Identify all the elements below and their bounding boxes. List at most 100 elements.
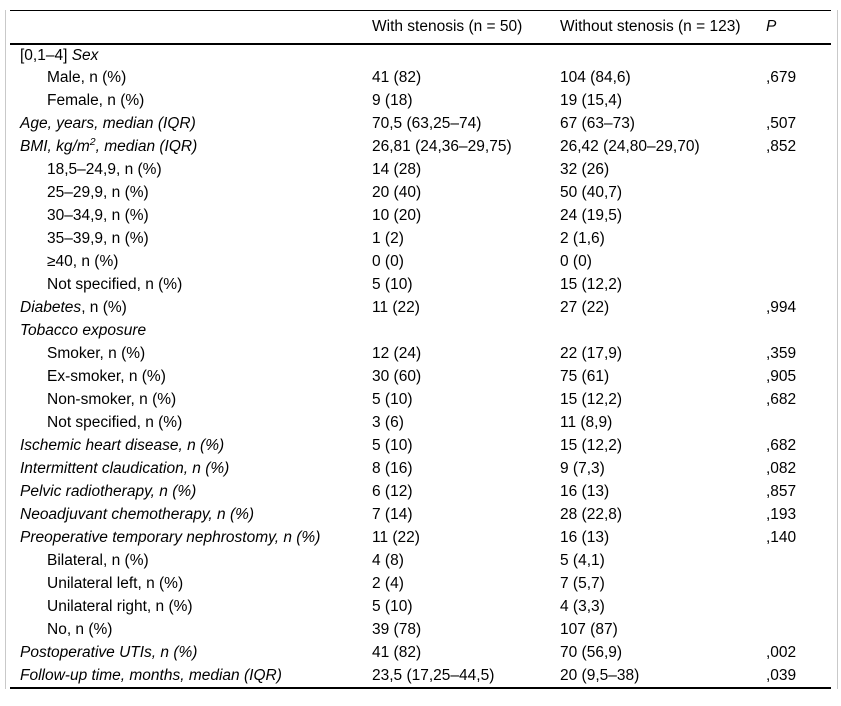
without-stenosis-value: 50 (40,7) <box>560 184 623 201</box>
row-label: BMI, kg/m2, median (IQR) <box>10 136 372 159</box>
table-row: Age, years, median (IQR) 70,5 (63,25–74) 6… <box>10 113 831 136</box>
p-value: ,039 <box>766 666 797 684</box>
row-label: 18,5–24,9, n (%) <box>10 159 372 182</box>
row-label-part: Not specified, n (%) <box>47 414 183 431</box>
row-label: 35–39,9, n (%) <box>10 228 372 251</box>
p-value <box>766 550 831 573</box>
table-row: 35–39,9, n (%) 1 (2) 2 (1,6) <box>10 228 831 251</box>
with-stenosis-value: 9 (18) <box>372 92 413 109</box>
table-row: Unilateral right, n (%) 5 (10) 4 (3,3) <box>10 596 831 619</box>
column-header-without-stenosis: Without stenosis (n = 123) <box>560 17 741 35</box>
row-label: Ischemic heart disease, n (%) <box>10 435 372 458</box>
row-label-part: , median (IQR) <box>95 138 198 155</box>
table-row: Unilateral left, n (%) 2 (4) 7 (5,7) <box>10 573 831 596</box>
with-stenosis-value: 14 (28) <box>372 161 422 178</box>
without-stenosis-value: 16 (13) <box>560 483 610 500</box>
row-label-part: 2 <box>89 135 96 148</box>
with-stenosis-value: 5 (10) <box>372 276 413 293</box>
row-label-part: Male, n (%) <box>47 69 127 86</box>
table-row: Male, n (%) 41 (82) 104 (84,6) ,679 <box>10 67 831 90</box>
row-label: Male, n (%) <box>10 67 372 90</box>
p-value: ,359 <box>766 345 797 362</box>
with-stenosis-value: 23,5 (17,25–44,5) <box>372 666 495 684</box>
row-label: Neoadjuvant chemotherapy, n (%) <box>10 504 372 527</box>
row-label-part: ≥40, n (%) <box>47 253 119 270</box>
p-value <box>766 90 831 113</box>
table-row: Preoperative temporary nephrostomy, n (%… <box>10 527 831 550</box>
table-row: Follow-up time, months, median (IQR) 23,5… <box>10 665 831 688</box>
table-row: 25–29,9, n (%) 20 (40) 50 (40,7) <box>10 182 831 205</box>
row-label-part: , n (%) <box>81 299 127 316</box>
p-value: ,857 <box>766 483 797 500</box>
p-value: ,852 <box>766 138 797 155</box>
row-label: [0,1–4] Sex <box>10 44 372 67</box>
p-value <box>766 320 831 343</box>
with-stenosis-value: 7 (14) <box>372 506 413 523</box>
row-label: ≥40, n (%) <box>10 251 372 274</box>
row-label: Bilateral, n (%) <box>10 550 372 573</box>
without-stenosis-value: 22 (17,9) <box>560 345 623 362</box>
row-label-part: 18,5–24,9, n (%) <box>47 161 162 178</box>
with-stenosis-value: 5 (10) <box>372 391 413 408</box>
without-stenosis-value <box>560 320 766 343</box>
p-value <box>766 228 831 251</box>
row-label: Unilateral right, n (%) <box>10 596 372 619</box>
table-row: Smoker, n (%) 12 (24) 22 (17,9) ,359 <box>10 343 831 366</box>
p-value: ,994 <box>766 299 797 316</box>
without-stenosis-value: 19 (15,4) <box>560 92 623 109</box>
with-stenosis-value: 26,81 (24,36–29,75) <box>372 138 512 155</box>
without-stenosis-value: 32 (26) <box>560 161 610 178</box>
table-outer-box: With stenosis (n = 50) Without stenosis … <box>5 10 838 689</box>
p-value: ,193 <box>766 506 797 523</box>
row-label: 25–29,9, n (%) <box>10 182 372 205</box>
with-stenosis-value: 30 (60) <box>372 368 422 385</box>
without-stenosis-value: 24 (19,5) <box>560 207 623 224</box>
without-stenosis-value: 28 (22,8) <box>560 506 623 523</box>
row-label: Age, years, median (IQR) <box>10 113 372 136</box>
without-stenosis-value: 75 (61) <box>560 368 610 385</box>
row-label-part: Ex-smoker, n (%) <box>47 368 166 385</box>
with-stenosis-value: 5 (10) <box>372 598 413 615</box>
p-value <box>766 573 831 596</box>
with-stenosis-value <box>372 44 560 67</box>
with-stenosis-value: 41 (82) <box>372 644 422 661</box>
without-stenosis-value: 15 (12,2) <box>560 437 623 454</box>
row-label: Non-smoker, n (%) <box>10 389 372 412</box>
table-row: Non-smoker, n (%) 5 (10) 15 (12,2) ,682 <box>10 389 831 412</box>
row-label-part: Bilateral, n (%) <box>47 552 149 569</box>
table-row: Female, n (%) 9 (18) 19 (15,4) <box>10 90 831 113</box>
row-label-part: Neoadjuvant chemotherapy, n (%) <box>20 506 255 523</box>
row-label: 30–34,9, n (%) <box>10 205 372 228</box>
table-row: 18,5–24,9, n (%) 14 (28) 32 (26) <box>10 159 831 182</box>
p-value <box>766 159 831 182</box>
with-stenosis-value: 1 (2) <box>372 230 404 247</box>
p-value <box>766 251 831 274</box>
p-value <box>766 619 831 642</box>
row-label-part: Pelvic radiotherapy, n (%) <box>20 483 197 500</box>
row-label: Tobacco exposure <box>10 320 372 343</box>
table-row: Tobacco exposure <box>10 320 831 343</box>
row-label: Intermittent claudication, n (%) <box>10 458 372 481</box>
p-value <box>766 274 831 297</box>
without-stenosis-value <box>560 44 766 67</box>
row-label-part: [0,1–4] <box>20 46 72 64</box>
table-row: No, n (%) 39 (78) 107 (87) <box>10 619 831 642</box>
without-stenosis-value: 20 (9,5–38) <box>560 666 640 684</box>
row-label-part: Age, years, median (IQR) <box>20 115 196 132</box>
table-row: ≥40, n (%) 0 (0) 0 (0) <box>10 251 831 274</box>
with-stenosis-value: 5 (10) <box>372 437 413 454</box>
row-label-part: 35–39,9, n (%) <box>47 230 149 247</box>
table-row: Ischemic heart disease, n (%) 5 (10) 15 (1… <box>10 435 831 458</box>
with-stenosis-value: 20 (40) <box>372 184 422 201</box>
without-stenosis-value: 7 (5,7) <box>560 575 605 592</box>
with-stenosis-value: 12 (24) <box>372 345 422 362</box>
row-label: No, n (%) <box>10 619 372 642</box>
p-value <box>766 412 831 435</box>
row-label-part: 30–34,9, n (%) <box>47 207 149 224</box>
row-label: Not specified, n (%) <box>10 412 372 435</box>
p-value: ,679 <box>766 69 797 86</box>
header-row: With stenosis (n = 50) Without stenosis … <box>10 11 831 44</box>
row-label: Not specified, n (%) <box>10 274 372 297</box>
without-stenosis-value: 26,42 (24,80–29,70) <box>560 138 700 155</box>
